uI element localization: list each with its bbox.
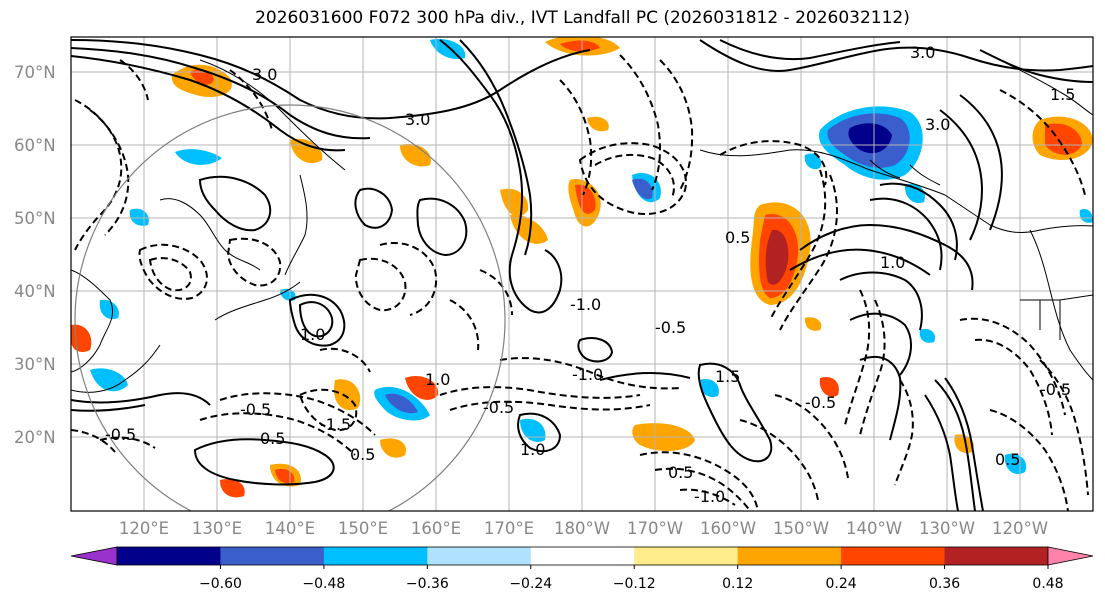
lon-label: 170°E	[484, 519, 534, 538]
colorbar-labels: −0.60 −0.48 −0.36 −0.24 −0.12 0.12 0.24 0.36 0.4…	[199, 565, 1064, 592]
lon-label: 180°W	[554, 519, 610, 538]
colorbar-swatch	[634, 547, 739, 565]
colorbar-tick-label: −0.24	[509, 576, 552, 592]
contour-label: 0.5	[725, 228, 750, 247]
lon-label: 150°W	[773, 519, 829, 538]
contour-label: 3.0	[910, 43, 935, 62]
contour-label: -0.5	[1040, 380, 1071, 399]
contour-label: -0.5	[655, 318, 686, 337]
lon-label: 130°E	[192, 519, 242, 538]
lon-label: 150°E	[338, 519, 388, 538]
colorbar-tick-label: −0.12	[613, 576, 656, 592]
lon-label: 170°W	[627, 519, 683, 538]
chart-title: 2026031600 F072 300 hPa div., IVT Landfa…	[255, 8, 910, 28]
contour-label: 0.5	[350, 445, 375, 464]
map-frame	[70, 36, 1094, 512]
contour-label: -0.5	[105, 425, 136, 444]
coastlines	[71, 59, 1093, 393]
contour-label: -0.5	[240, 400, 271, 419]
latitude-labels: 70°N 60°N 50°N 40°N 30°N 20°N	[14, 63, 56, 447]
colorbar-tick-label: −0.48	[302, 576, 345, 592]
graticule	[71, 37, 1093, 511]
colorbar: −0.60 −0.48 −0.36 −0.24 −0.12 0.12 0.24 0.36 0.4…	[70, 546, 1094, 592]
contour-label: 3.0	[252, 65, 277, 84]
colorbar-tick-label: −0.36	[406, 576, 449, 592]
lat-label: 50°N	[14, 209, 56, 228]
contour-label: -1.0	[570, 295, 601, 314]
colorbar-swatch	[427, 547, 532, 565]
contour-label: 1.5	[1050, 85, 1075, 104]
landfall-radius-circle	[74, 104, 506, 511]
lon-label: 140°W	[846, 519, 902, 538]
colorbar-swatch	[323, 547, 428, 565]
contour-label: -0.5	[805, 393, 836, 412]
lat-label: 60°N	[14, 136, 56, 155]
contour-label: -1.0	[572, 365, 603, 384]
map-content	[71, 37, 1093, 511]
contour-label: 1.0	[300, 325, 325, 344]
lon-label: 140°E	[265, 519, 315, 538]
lat-label: 30°N	[14, 355, 56, 374]
lat-label: 70°N	[14, 63, 56, 82]
longitude-labels: 120°E 130°E 140°E 150°E 160°E 170°E 180°…	[119, 519, 1048, 538]
lon-label: 160°E	[411, 519, 461, 538]
contour-label: 1.5	[715, 367, 740, 386]
contour-label: 0.5	[995, 450, 1020, 469]
colorbar-extend-high	[1047, 546, 1094, 566]
colorbar-swatch	[220, 547, 325, 565]
lon-label: 120°E	[119, 519, 169, 538]
contour-label: -0.5	[483, 398, 514, 417]
colorbar-tick-label: 0.48	[1032, 576, 1063, 592]
contour-label: -1.5	[320, 415, 351, 434]
contour-label: 1.0	[520, 440, 545, 459]
contour-label: 0.5	[668, 463, 693, 482]
lon-label: 130°W	[919, 519, 975, 538]
colorbar-swatches	[116, 546, 1049, 566]
colorbar-extend-low	[70, 546, 118, 566]
lon-label: 160°W	[700, 519, 756, 538]
colorbar-tick-label: 0.12	[722, 576, 753, 592]
lat-label: 20°N	[14, 428, 56, 447]
contour-label: 0.5	[260, 429, 285, 448]
colorbar-swatch	[737, 547, 842, 565]
contour-label: 1.0	[425, 370, 450, 389]
contour-label-layer: 3.0 3.0 3.0 3.0 1.5 1.0 0.5 -0.5 -0.5 -0…	[105, 43, 1075, 506]
colorbar-swatch	[841, 547, 946, 565]
contour-label: -1.0	[694, 487, 725, 506]
positive-contours	[71, 39, 1093, 511]
lon-label: 120°W	[992, 519, 1048, 538]
colorbar-tick-label: 0.24	[826, 576, 857, 592]
lat-label: 40°N	[14, 282, 56, 301]
colorbar-swatch	[117, 547, 221, 565]
colorbar-tick-label: 0.36	[929, 576, 960, 592]
contour-label: 3.0	[405, 110, 430, 129]
colorbar-swatch	[530, 547, 635, 565]
negative-contours	[71, 54, 1089, 511]
contour-label: 1.0	[880, 253, 905, 272]
colorbar-swatch	[944, 547, 1049, 565]
contour-label: 3.0	[925, 115, 950, 134]
negative-divergence-shading	[90, 39, 1093, 475]
colorbar-tick-label: −0.60	[199, 576, 242, 592]
